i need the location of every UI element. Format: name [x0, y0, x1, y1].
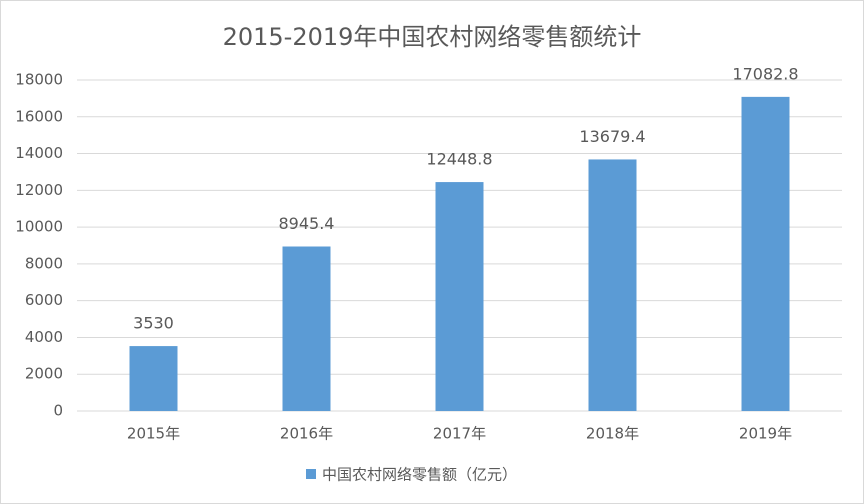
data-label: 13679.4: [579, 127, 645, 146]
y-tick-label: 16000: [15, 107, 63, 125]
y-tick-label: 10000: [15, 218, 63, 236]
y-tick-label: 12000: [15, 181, 63, 199]
legend-swatch: [306, 469, 316, 479]
bar: [129, 346, 178, 411]
y-tick-label: 18000: [15, 71, 63, 89]
bar: [741, 96, 790, 412]
y-tick-label: 14000: [15, 144, 63, 162]
legend-label: 中国农村网络零售额（亿元）: [322, 466, 517, 484]
bar: [588, 159, 637, 411]
data-label: 8945.4: [279, 214, 335, 233]
y-tick-label: 0: [53, 402, 63, 420]
data-label: 3530: [133, 314, 174, 333]
bar: [282, 246, 331, 411]
bar: [435, 182, 484, 411]
y-tick-label: 2000: [25, 365, 63, 383]
y-tick-label: 4000: [25, 328, 63, 346]
x-tick-label: 2018年: [586, 425, 639, 443]
chart-title: 2015-2019年中国农村网络零售额统计: [223, 23, 642, 51]
x-tick-label: 2017年: [433, 425, 486, 443]
data-label: 12448.8: [426, 150, 492, 169]
y-tick-label: 6000: [25, 291, 63, 309]
y-tick-label: 8000: [25, 254, 63, 272]
data-label: 17082.8: [732, 64, 798, 83]
x-tick-label: 2015年: [127, 425, 180, 443]
x-tick-label: 2016年: [280, 425, 333, 443]
x-tick-label: 2019年: [739, 425, 792, 443]
